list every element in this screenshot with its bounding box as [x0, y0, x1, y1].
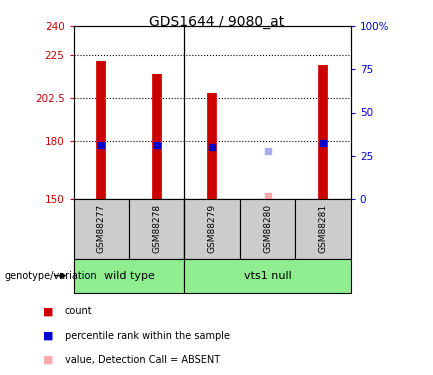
Bar — [240, 199, 295, 259]
Text: ■: ■ — [43, 306, 54, 316]
Text: GDS1644 / 9080_at: GDS1644 / 9080_at — [149, 15, 284, 29]
Text: wild type: wild type — [103, 271, 155, 280]
Text: GSM88281: GSM88281 — [319, 204, 327, 254]
Text: value, Detection Call = ABSENT: value, Detection Call = ABSENT — [65, 355, 220, 365]
Bar — [129, 199, 184, 259]
Text: GSM88278: GSM88278 — [152, 204, 161, 254]
Bar — [74, 259, 184, 292]
Bar — [184, 199, 240, 259]
Text: vts1 null: vts1 null — [244, 271, 291, 280]
Text: ■: ■ — [43, 355, 54, 365]
Text: count: count — [65, 306, 93, 316]
Text: GSM88277: GSM88277 — [97, 204, 106, 254]
Bar — [74, 199, 129, 259]
Text: percentile rank within the sample: percentile rank within the sample — [65, 331, 230, 340]
Text: GSM88280: GSM88280 — [263, 204, 272, 254]
Text: GSM88279: GSM88279 — [208, 204, 216, 254]
Bar — [295, 199, 351, 259]
Text: ■: ■ — [43, 331, 54, 340]
Bar — [184, 259, 351, 292]
Text: genotype/variation: genotype/variation — [4, 271, 97, 280]
